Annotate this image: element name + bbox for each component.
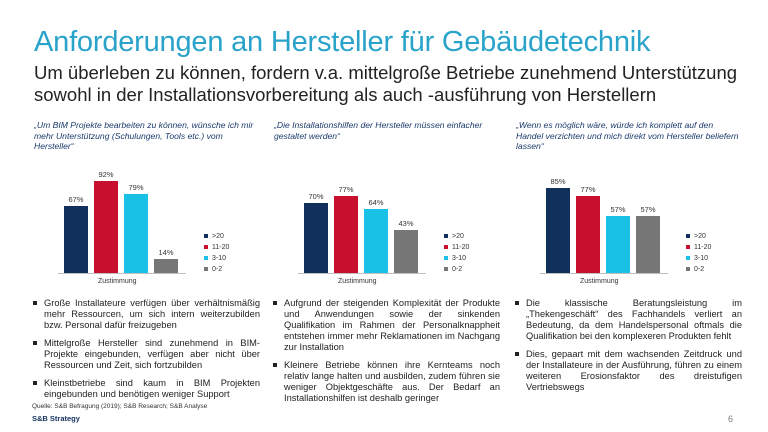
bullet-item: Kleinere Betriebe können ihre Kernteams … — [272, 360, 500, 404]
legend-label: 11-20 — [694, 244, 711, 251]
bar-11-20 — [576, 196, 600, 273]
legend-swatch — [444, 256, 448, 260]
data-label: 77% — [580, 185, 595, 194]
data-label: 57% — [640, 205, 655, 214]
data-label: 70% — [308, 192, 323, 201]
chart-svg: 67% 92% 79% 14% >20 11-20 3-10 0-2 — [58, 170, 229, 274]
legend-swatch — [204, 234, 208, 238]
legend-swatch — [686, 234, 690, 238]
bullet-item: Die klassische Beratungsleistung im „The… — [514, 298, 742, 342]
chart-svg: 70% 77% 64% 43% >20 11-20 3-10 0-2 — [298, 185, 469, 274]
legend-label: 11-20 — [212, 244, 229, 251]
legend-label: >20 — [694, 233, 706, 240]
legend-label: 0-2 — [694, 266, 704, 273]
bar-11-20 — [334, 196, 358, 273]
bullet-item: Große Installateure verfügen über verhäl… — [32, 298, 260, 331]
legend-label: 3-10 — [694, 255, 708, 262]
data-label: 67% — [68, 195, 83, 204]
bullet-list: Große Installateure verfügen über verhäl… — [32, 298, 260, 400]
bar-0-2 — [636, 216, 660, 273]
company-logo: S&B Strategy — [32, 414, 80, 423]
chart-svg: 85% 77% 57% 57% >20 11-20 3-10 0-2 — [540, 177, 711, 274]
x-axis-label: Zustimmung — [580, 278, 619, 285]
legend-label: 3-10 — [452, 255, 466, 262]
bar-11-20 — [94, 181, 118, 273]
legend-swatch — [204, 256, 208, 260]
bar->20 — [64, 206, 88, 273]
data-label: 79% — [128, 183, 143, 192]
legend-label: 0-2 — [212, 266, 222, 273]
bar-chart: 70% 77% 64% 43% >20 11-20 3-10 0-2 Zustimmung — [272, 152, 500, 290]
panel-quote: „Wenn es möglich wäre, würde ich komplet… — [516, 120, 739, 151]
panel-2: „Die Installationshilfen der Hersteller … — [272, 120, 500, 411]
legend-swatch — [444, 245, 448, 249]
data-label: 57% — [610, 205, 625, 214]
data-label: 64% — [368, 198, 383, 207]
legend-swatch — [444, 267, 448, 271]
bar-chart: 85% 77% 57% 57% >20 11-20 3-10 0-2 Zustimmung — [514, 152, 742, 290]
page-number: 6 — [728, 414, 734, 424]
data-label: 85% — [550, 177, 565, 186]
legend-swatch — [204, 245, 208, 249]
bar->20 — [304, 203, 328, 273]
bar-chart: 67% 92% 79% 14% >20 11-20 3-10 0-2 Zustimmung — [32, 152, 260, 290]
data-label: 77% — [338, 185, 353, 194]
legend-label: 11-20 — [452, 244, 469, 251]
panel-quote: „Die Installationshilfen der Hersteller … — [274, 120, 483, 141]
legend-swatch — [686, 267, 690, 271]
legend-label: >20 — [452, 233, 464, 240]
page-subtitle: Um überleben zu können, fordern v.a. mit… — [34, 62, 738, 105]
bar-0-2 — [394, 230, 418, 273]
x-axis-label: Zustimmung — [338, 278, 377, 285]
legend-label: 3-10 — [212, 255, 226, 262]
bullet-item: Kleinstbetriebe sind kaum in BIM Projekt… — [32, 378, 260, 400]
panel-1: „Um BIM Projekte bearbeiten zu können, w… — [32, 120, 260, 407]
data-label: 92% — [98, 170, 113, 179]
bullet-item: Dies, gepaart mit dem wachsenden Zeitdru… — [514, 349, 742, 393]
bullet-list: Aufgrund der steigenden Komplexität der … — [272, 298, 500, 404]
page-title: Anforderungen an Hersteller für Gebäudet… — [34, 26, 651, 58]
panel-3: „Wenn es möglich wäre, würde ich komplet… — [514, 120, 742, 400]
legend-swatch — [444, 234, 448, 238]
legend-label: 0-2 — [452, 266, 462, 273]
bullet-item: Aufgrund der steigenden Komplexität der … — [272, 298, 500, 353]
bar-3-10 — [364, 209, 388, 273]
legend-swatch — [686, 245, 690, 249]
x-axis-label: Zustimmung — [98, 278, 137, 285]
legend-label: >20 — [212, 233, 224, 240]
bar-3-10 — [124, 194, 148, 273]
bullet-list: Die klassische Beratungsleistung im „The… — [514, 298, 742, 393]
bar-3-10 — [606, 216, 630, 273]
bullet-item: Mittelgroße Hersteller sind zunehmend in… — [32, 338, 260, 371]
bar->20 — [546, 188, 570, 273]
data-label: 14% — [158, 248, 173, 257]
bar-0-2 — [154, 259, 178, 273]
source-note: Quelle: S&B Befragung (2019); S&B Resear… — [32, 403, 208, 410]
legend-swatch — [686, 256, 690, 260]
legend-swatch — [204, 267, 208, 271]
panel-quote: „Um BIM Projekte bearbeiten zu können, w… — [34, 120, 254, 151]
data-label: 43% — [398, 219, 413, 228]
